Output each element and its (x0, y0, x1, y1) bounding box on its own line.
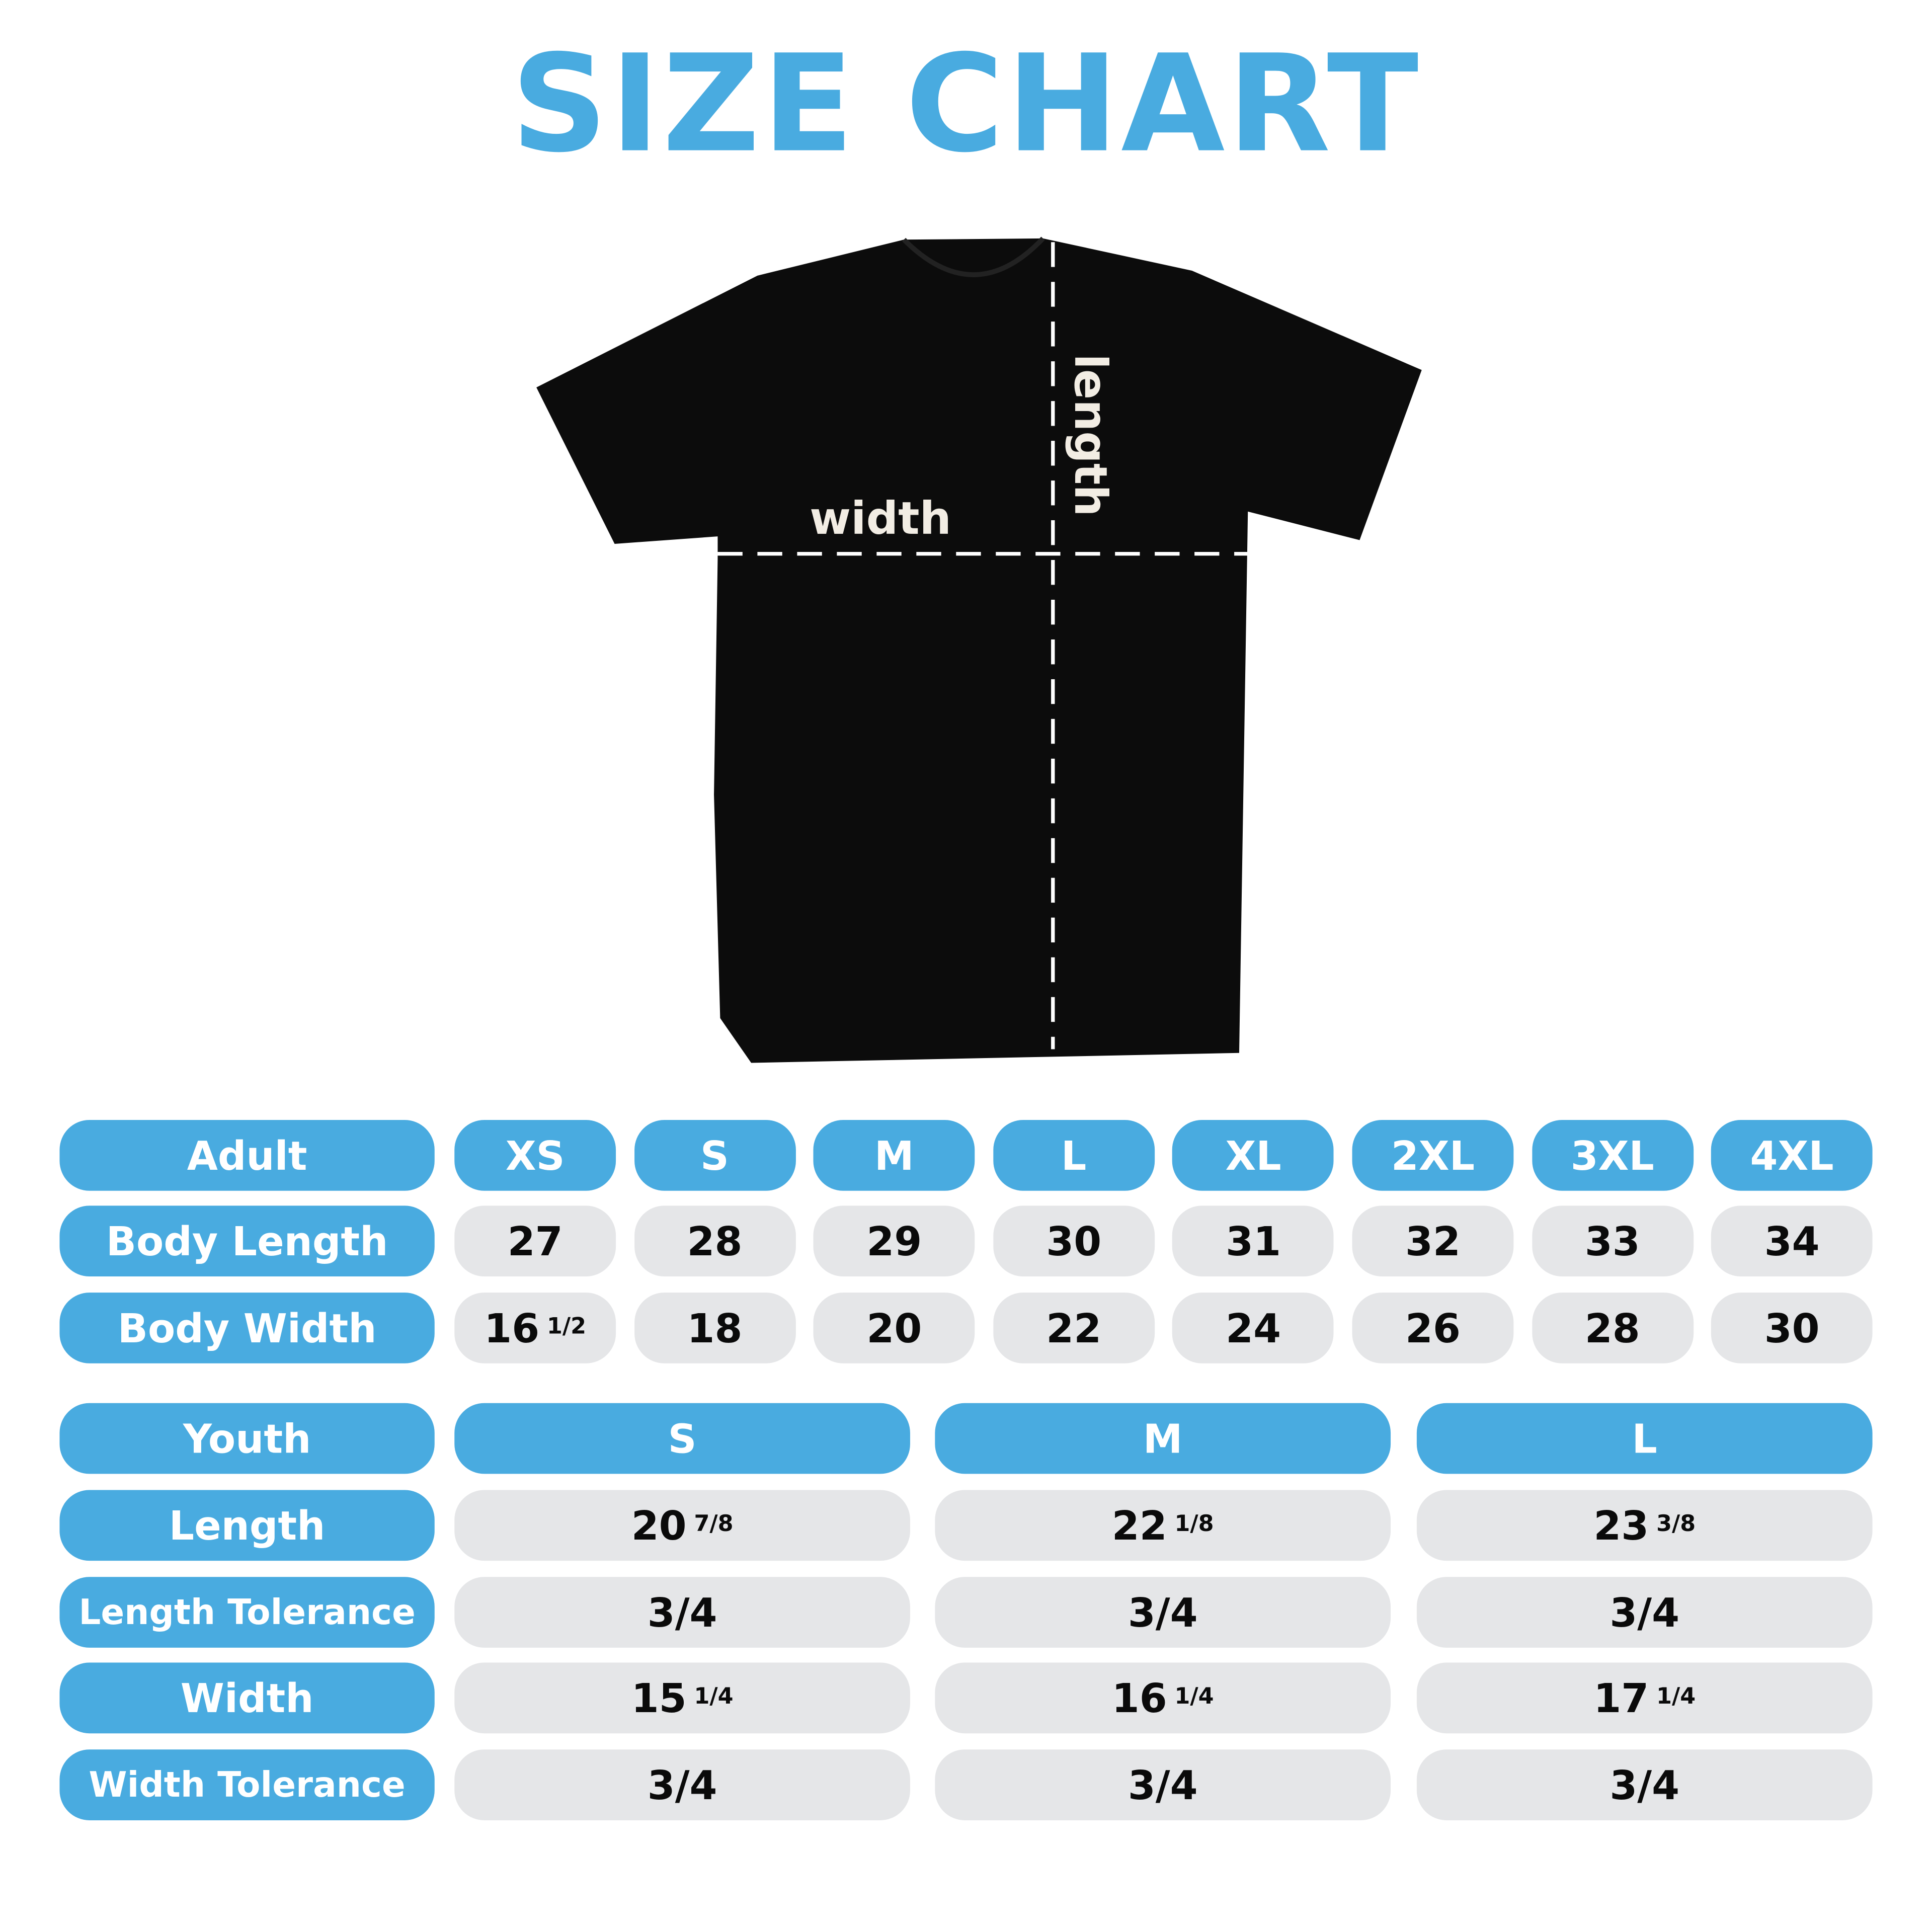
table-cell: 17 1/4 (1416, 1662, 1873, 1734)
youth-size-header-m: M (935, 1403, 1391, 1474)
table-cell: 3/4 (935, 1749, 1391, 1820)
table-cell: 28 (634, 1205, 795, 1277)
value-whole: 23 (1593, 1501, 1649, 1549)
value-whole: 3/4 (647, 1588, 717, 1636)
youth-size-header-l: L (1416, 1403, 1873, 1474)
table-cell: 24 (1172, 1293, 1334, 1363)
value-whole: 17 (1593, 1674, 1649, 1722)
value-fraction: 1/8 (1174, 1511, 1214, 1538)
tshirt-collar (902, 236, 1045, 277)
table-cell: 3/4 (1416, 1749, 1873, 1820)
table-cell: 27 (454, 1205, 616, 1277)
table-cell: 16 1/4 (935, 1662, 1391, 1734)
value-whole: 22 (1046, 1304, 1102, 1352)
value-whole: 30 (1764, 1304, 1820, 1352)
table-cell: 28 (1532, 1293, 1694, 1363)
length-label: length (1065, 354, 1116, 516)
value-whole: 15 (631, 1674, 687, 1722)
value-whole: 20 (866, 1304, 922, 1352)
table-cell: 26 (1352, 1293, 1514, 1363)
value-whole: 31 (1226, 1217, 1281, 1265)
value-whole: 20 (631, 1501, 687, 1549)
youth-header: Youth (59, 1403, 435, 1474)
value-whole: 28 (687, 1217, 743, 1265)
row-label: Length Tolerance (59, 1577, 435, 1648)
table-cell: 30 (993, 1205, 1155, 1277)
table-cell: 32 (1352, 1205, 1514, 1277)
table-cell: 31 (1172, 1205, 1334, 1277)
value-whole: 26 (1405, 1304, 1461, 1352)
table-cell: 15 1/4 (454, 1662, 910, 1734)
value-whole: 32 (1405, 1217, 1461, 1265)
value-whole: 3/4 (1128, 1761, 1198, 1809)
table-cell: 3/4 (454, 1749, 910, 1820)
adult-header: Adult (59, 1120, 435, 1191)
table-cell: 3/4 (1416, 1577, 1873, 1648)
table-cell: 34 (1711, 1205, 1873, 1277)
row-label: Width (59, 1662, 435, 1734)
value-whole: 24 (1226, 1304, 1281, 1352)
size-header-4xl: 4XL (1711, 1120, 1873, 1191)
size-header-xl: XL (1172, 1120, 1334, 1191)
size-header-3xl: 3XL (1532, 1120, 1694, 1191)
value-whole: 16 (1111, 1674, 1167, 1722)
row-label: Body Length (59, 1205, 435, 1277)
value-fraction: 3/8 (1656, 1511, 1696, 1538)
page-title: SIZE CHART (511, 27, 1421, 183)
table-cell: 23 3/8 (1416, 1490, 1873, 1561)
size-header-l: L (993, 1120, 1155, 1191)
table-cell: 33 (1532, 1205, 1694, 1277)
table-cell: 22 (993, 1293, 1155, 1363)
value-whole: 3/4 (1609, 1761, 1680, 1809)
value-fraction: 7/8 (694, 1511, 734, 1538)
table-cell: 18 (634, 1293, 795, 1363)
value-whole: 22 (1111, 1501, 1167, 1549)
size-header-s: S (634, 1120, 795, 1191)
value-fraction: 1/4 (694, 1683, 734, 1710)
table-cell: 30 (1711, 1293, 1873, 1363)
table-cell: 16 1/2 (454, 1293, 616, 1363)
table-cell: 29 (813, 1205, 975, 1277)
value-whole: 3/4 (1128, 1588, 1198, 1636)
table-cell: 3/4 (935, 1577, 1391, 1648)
table-cell: 20 7/8 (454, 1490, 910, 1561)
value-whole: 29 (866, 1217, 922, 1265)
row-label: Body Width (59, 1293, 435, 1363)
value-whole: 16 (484, 1304, 540, 1352)
value-whole: 3/4 (647, 1761, 717, 1809)
width-label: width (810, 493, 951, 544)
row-label: Length (59, 1490, 435, 1561)
value-whole: 18 (687, 1304, 743, 1352)
value-whole: 27 (507, 1217, 563, 1265)
value-whole: 28 (1584, 1304, 1640, 1352)
row-label: Width Tolerance (59, 1749, 435, 1820)
youth-size-header-s: S (454, 1403, 910, 1474)
size-header-m: M (813, 1120, 975, 1191)
tshirt-illustration: width length (536, 236, 1422, 1063)
tshirt-shape (536, 238, 1422, 1063)
table-cell: 20 (813, 1293, 975, 1363)
value-fraction: 1/4 (1174, 1683, 1214, 1710)
value-whole: 30 (1046, 1217, 1102, 1265)
table-cell: 3/4 (454, 1577, 910, 1648)
value-fraction: 1/2 (546, 1314, 587, 1340)
value-whole: 3/4 (1609, 1588, 1680, 1636)
value-fraction: 1/4 (1656, 1683, 1696, 1710)
size-header-2xl: 2XL (1352, 1120, 1514, 1191)
value-whole: 33 (1584, 1217, 1640, 1265)
size-header-xs: XS (454, 1120, 616, 1191)
table-cell: 22 1/8 (935, 1490, 1391, 1561)
value-whole: 34 (1764, 1217, 1820, 1265)
